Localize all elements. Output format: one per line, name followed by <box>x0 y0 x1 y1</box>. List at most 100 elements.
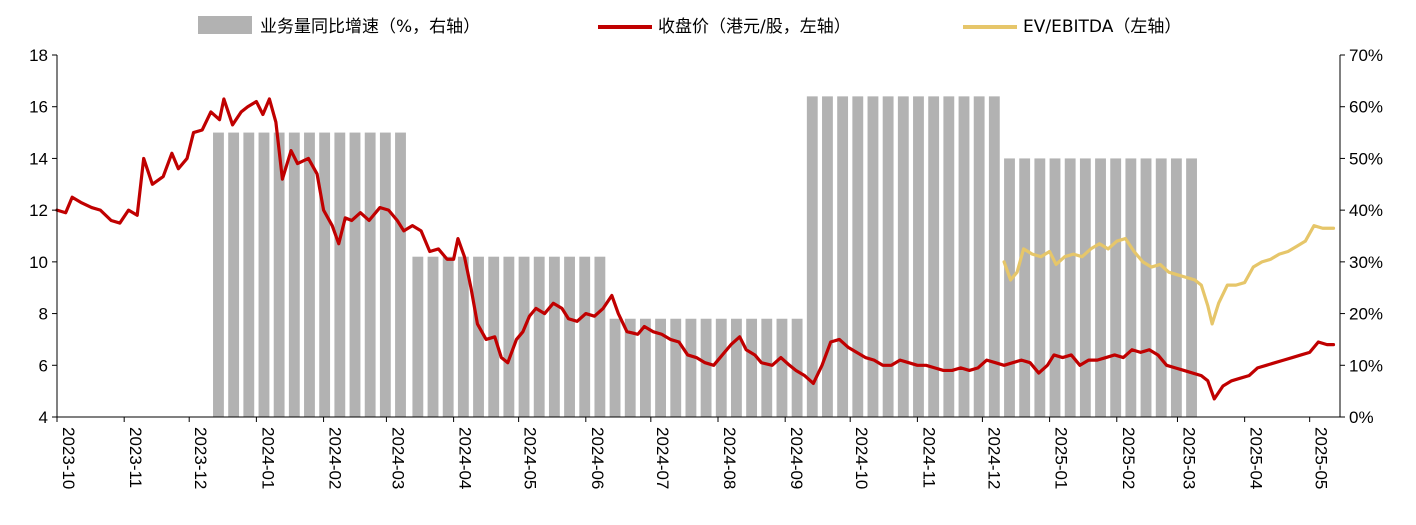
x-tick-label: 2024-12 <box>984 427 1003 489</box>
bar-seg4-7 <box>1110 158 1122 417</box>
bar-seg1-1 <box>427 256 439 417</box>
bar-seg2-10 <box>761 318 773 417</box>
right-tick-label: 50% <box>1349 149 1383 168</box>
x-tick-label: 2024-06 <box>588 427 607 489</box>
x-tick-label: 2024-01 <box>258 427 277 489</box>
bar-seg0-2 <box>243 132 255 417</box>
close-price-line <box>55 97 1336 401</box>
bar-seg3-0 <box>806 96 818 418</box>
bar-seg0-6 <box>304 132 315 417</box>
x-tick-label: 2023-11 <box>126 427 145 488</box>
bar-seg0-10 <box>364 132 376 417</box>
x-tick-label: 2025-01 <box>1052 427 1071 489</box>
left-tick-label: 4 <box>39 408 48 427</box>
bar-seg1-12 <box>594 256 606 417</box>
bar-seg4-3 <box>1049 158 1061 417</box>
bar-seg1-0 <box>412 256 424 417</box>
x-tick-label: 2025-02 <box>1119 427 1138 489</box>
bar-seg2-11 <box>776 318 788 417</box>
bar-seg3-6 <box>897 96 909 418</box>
bar-seg3-11 <box>973 96 985 418</box>
bar-seg1-3 <box>457 256 469 417</box>
bar-seg0-4 <box>273 132 285 417</box>
bar-seg0-1 <box>228 132 240 417</box>
bar-seg0-7 <box>319 132 331 417</box>
ev-ebitda-line <box>1002 224 1336 326</box>
bar-seg1-6 <box>503 256 515 417</box>
bars-layer <box>213 96 1197 418</box>
x-tick-label: 2025-05 <box>1312 427 1331 489</box>
bar-seg4-12 <box>1186 158 1197 417</box>
bar-seg3-3 <box>852 96 864 418</box>
bar-seg3-9 <box>943 96 955 418</box>
axes-layer: 4 6 8 10 12 14 16 18 0% 10% 20% 30% 40% 50% 60% 70% 2023… <box>29 46 1383 489</box>
bar-seg3-4 <box>867 96 879 418</box>
right-tick-label: 70% <box>1349 46 1383 65</box>
x-tick-label: 2024-03 <box>388 427 407 489</box>
x-tick-label: 2025-03 <box>1179 427 1198 489</box>
x-tick-label: 2024-08 <box>720 427 739 489</box>
bar-seg4-4 <box>1064 158 1076 417</box>
bar-seg0-12 <box>395 132 406 417</box>
bar-seg4-9 <box>1140 158 1152 417</box>
bar-seg2-4 <box>670 318 682 417</box>
bar-seg1-4 <box>473 256 484 417</box>
x-tick-label: 2023-10 <box>59 427 78 489</box>
left-tick-label: 14 <box>29 149 48 168</box>
x-tick-label: 2024-10 <box>852 427 871 489</box>
left-tick-label: 10 <box>29 253 48 272</box>
bar-seg3-5 <box>882 96 894 418</box>
bar-seg2-1 <box>624 318 636 417</box>
left-tick-label: 16 <box>29 98 48 117</box>
bar-seg1-2 <box>442 256 454 417</box>
bar-seg1-11 <box>579 256 591 417</box>
x-tick-label: 2024-07 <box>653 427 672 489</box>
left-tick-label: 6 <box>39 356 48 375</box>
bar-seg2-9 <box>746 318 758 417</box>
bar-seg3-1 <box>822 96 833 418</box>
bar-seg0-9 <box>349 132 361 417</box>
lines-layer <box>55 97 1336 401</box>
bar-seg3-8 <box>928 96 940 418</box>
bar-seg2-7 <box>715 318 727 417</box>
bar-seg4-11 <box>1170 158 1182 417</box>
x-tick-label: 2024-02 <box>326 427 345 489</box>
legend-label-close: 收盘价（港元/股，左轴） <box>658 17 851 37</box>
right-tick-label: 40% <box>1349 201 1383 220</box>
x-tick-label: 2024-05 <box>521 427 540 489</box>
x-tick-label: 2024-04 <box>456 427 475 489</box>
bar-seg2-0 <box>609 318 621 417</box>
right-tick-label: 20% <box>1349 305 1383 324</box>
legend-label-ev: EV/EBITDA（左轴） <box>1023 17 1181 37</box>
bar-seg3-2 <box>837 96 849 418</box>
bar-seg3-10 <box>958 96 970 418</box>
legend-swatch-bars <box>198 16 252 34</box>
right-tick-label: 0% <box>1349 408 1374 427</box>
right-tick-label: 30% <box>1349 253 1383 272</box>
bar-seg0-3 <box>258 132 270 417</box>
bar-seg0-0 <box>213 132 224 417</box>
x-tick-label: 2025-04 <box>1247 427 1266 489</box>
bar-seg4-6 <box>1095 158 1106 417</box>
bar-seg2-3 <box>655 318 666 417</box>
bar-seg0-8 <box>334 132 346 417</box>
left-tick-label: 12 <box>29 201 48 220</box>
right-tick-label: 60% <box>1349 98 1383 117</box>
bar-seg4-0 <box>1004 158 1015 417</box>
right-tick-label: 10% <box>1349 356 1383 375</box>
bar-seg4-10 <box>1155 158 1167 417</box>
left-tick-label: 8 <box>39 305 48 324</box>
legend: 业务量同比增速（%，右轴） 收盘价（港元/股，左轴） EV/EBITDA（左轴） <box>198 16 1181 37</box>
bar-seg1-8 <box>533 256 545 417</box>
bar-seg4-5 <box>1079 158 1091 417</box>
bar-seg1-9 <box>548 256 560 417</box>
legend-label-bars: 业务量同比增速（%，右轴） <box>260 17 480 37</box>
bar-seg1-10 <box>564 256 575 417</box>
bar-seg3-12 <box>988 96 1000 418</box>
bar-seg1-7 <box>518 256 530 417</box>
bar-seg2-6 <box>700 318 712 417</box>
bar-seg0-11 <box>379 132 391 417</box>
left-tick-label: 18 <box>29 46 48 65</box>
